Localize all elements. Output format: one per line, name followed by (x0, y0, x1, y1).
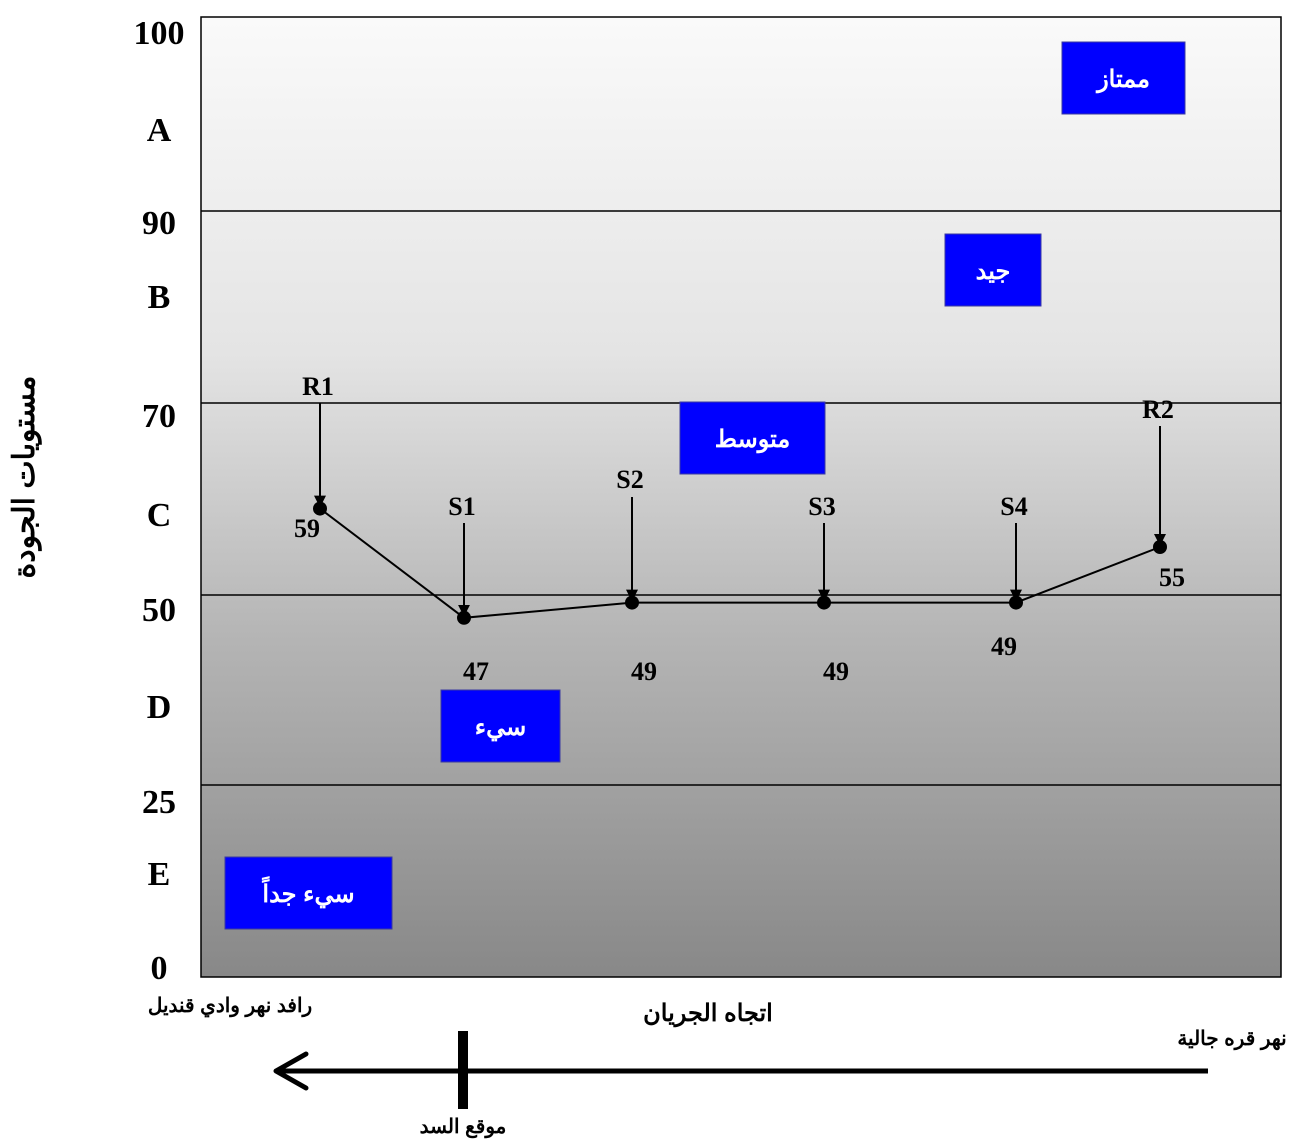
y-tick-label: 70 (142, 398, 176, 435)
dam-label: موقع السد (420, 1116, 507, 1139)
station-label: S3 (808, 492, 835, 521)
x-axis-label: اتجاه الجريان (643, 1000, 773, 1028)
band-label-box (224, 856, 393, 930)
data-label: 49 (991, 632, 1017, 661)
flow-right-label: نهر قره جالية (1177, 1028, 1286, 1051)
station-label: R1 (302, 372, 334, 401)
band-label-box (440, 689, 561, 763)
data-label: 59 (294, 514, 320, 543)
station-label: S4 (1000, 492, 1027, 521)
band-label: سيء (475, 714, 526, 742)
y-tick-label: E (148, 856, 171, 893)
band-label: ممتاز (1095, 66, 1150, 94)
data-label: 47 (463, 657, 489, 686)
station-label: S1 (448, 492, 475, 521)
band-label: سيء جداً (262, 876, 355, 909)
band-label-box (944, 233, 1042, 307)
y-tick-label: 0 (151, 950, 168, 987)
data-label: 49 (823, 657, 849, 686)
y-tick-label: D (147, 689, 172, 726)
y-tick-label: 25 (142, 784, 176, 821)
data-label: 49 (631, 657, 657, 686)
y-tick-label: 100 (134, 15, 185, 52)
data-label: 55 (1159, 563, 1185, 592)
band-label-box (1061, 41, 1186, 115)
data-point (625, 595, 639, 610)
station-label: S2 (616, 465, 643, 494)
station-label: R2 (1142, 395, 1174, 424)
flow-arrow-head (273, 1051, 309, 1091)
band-label-box (679, 401, 826, 475)
y-tick-label: C (147, 497, 172, 534)
y-tick-label: A (147, 112, 172, 149)
dam-marker (458, 1031, 468, 1109)
band-label: متوسط (715, 426, 790, 454)
y-tick-label: 90 (142, 205, 176, 242)
flow-left-label: رافد نهر وادي قنديل (148, 995, 312, 1018)
plot-area (200, 16, 1282, 978)
y-tick-label: B (148, 279, 171, 316)
data-point (457, 610, 471, 625)
series-line (319, 507, 1161, 619)
band-label: جيد (976, 258, 1011, 285)
y-tick-label: 50 (142, 592, 176, 629)
data-point (817, 595, 831, 610)
data-point (1009, 595, 1023, 610)
y-axis-label: مستويات الجودة (8, 376, 42, 579)
data-point (1153, 540, 1167, 554)
data-point (313, 501, 327, 516)
